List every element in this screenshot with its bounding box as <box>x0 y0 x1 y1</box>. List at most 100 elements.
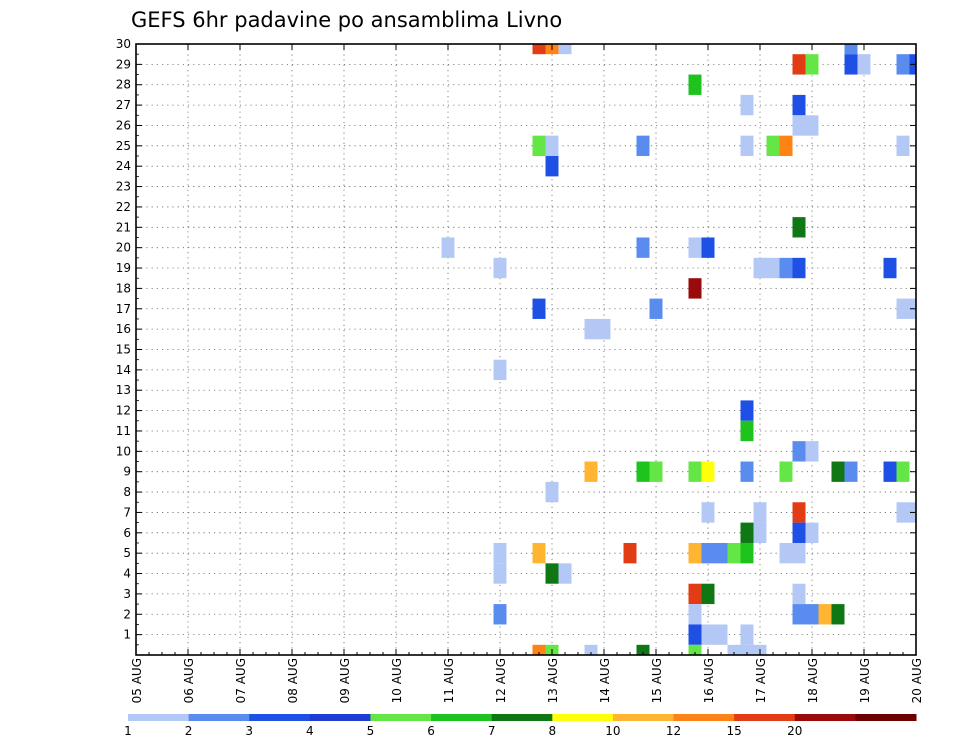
cell-28-5 <box>493 542 507 564</box>
cell-36-16 <box>597 318 611 340</box>
y-tick-label-1: 1 <box>123 628 131 642</box>
legend-swatch-0 <box>128 714 190 721</box>
cell-51-3 <box>792 583 806 605</box>
y-tick-label-9: 9 <box>123 465 131 479</box>
y-tick-label-18: 18 <box>116 281 131 295</box>
cell-35-9 <box>584 461 598 482</box>
y-tick-label-15: 15 <box>116 343 131 357</box>
y-tick-label-16: 16 <box>116 322 131 336</box>
cell-28-2 <box>493 604 507 625</box>
cell-47-5 <box>740 542 754 564</box>
legend-swatch-4 <box>370 714 432 721</box>
y-tick-label-20: 20 <box>116 241 131 255</box>
cell-59-25 <box>896 135 910 157</box>
cell-32-25 <box>545 135 559 157</box>
cell-43-3 <box>688 583 702 605</box>
cell-47-25 <box>740 135 754 157</box>
cell-52-29 <box>805 54 819 75</box>
cell-43-18 <box>688 278 702 299</box>
legend-swatch-9 <box>673 714 735 721</box>
cell-59-9 <box>896 461 910 482</box>
legend-label-4: 4 <box>306 724 314 738</box>
y-tick-label-6: 6 <box>123 526 131 540</box>
cell-32-4 <box>545 563 559 584</box>
legend-label-3: 3 <box>245 724 253 738</box>
y-tick-label-8: 8 <box>123 485 131 499</box>
cell-35-0 <box>584 644 598 655</box>
cell-59-7 <box>896 502 910 523</box>
cell-50-5 <box>779 542 793 564</box>
data-cells <box>441 44 916 655</box>
cell-49-25 <box>766 135 780 157</box>
x-tick-label-15: 20 AUG <box>910 658 924 703</box>
cell-44-20 <box>701 237 715 258</box>
x-tick-label-5: 10 AUG <box>390 658 404 703</box>
cell-32-8 <box>545 481 559 503</box>
y-tick-label-29: 29 <box>116 57 131 71</box>
x-tick-label-1: 06 AUG <box>182 658 196 703</box>
x-tick-label-8: 13 AUG <box>546 658 560 703</box>
x-tick-label-6: 11 AUG <box>442 658 456 703</box>
cell-33-4 <box>558 563 572 584</box>
x-tick-label-4: 09 AUG <box>338 658 352 703</box>
cell-51-21 <box>792 217 806 238</box>
cell-50-25 <box>779 135 793 157</box>
chart-title: GEFS 6hr padavine po ansamblima Livno <box>131 8 562 32</box>
cell-33-30 <box>558 44 572 55</box>
cell-53-2 <box>818 604 832 625</box>
cell-24-20 <box>441 237 455 258</box>
legend-swatch-8 <box>612 714 675 721</box>
cell-43-9 <box>688 461 702 482</box>
cell-43-20 <box>688 237 702 258</box>
cell-48-6 <box>753 522 767 543</box>
y-tick-label-2: 2 <box>123 607 131 621</box>
cell-39-9 <box>636 461 650 482</box>
cell-52-26 <box>805 115 819 136</box>
legend-swatch-12 <box>855 714 917 721</box>
cell-51-27 <box>792 94 806 116</box>
legend-swatch-11 <box>794 714 856 721</box>
cell-51-5 <box>792 542 806 564</box>
cell-46-0 <box>727 644 741 655</box>
cell-54-2 <box>831 604 845 625</box>
color-legend: 1 2 3 4 5 6 7 8 10 12 15 20 <box>124 714 917 738</box>
y-tick-label-3: 3 <box>123 587 131 601</box>
y-tick-label-26: 26 <box>116 118 131 132</box>
x-tick-label-0: 05 AUG <box>130 658 144 703</box>
cell-55-29 <box>844 54 858 75</box>
cell-31-30 <box>532 44 546 55</box>
cell-51-29 <box>792 54 806 75</box>
cell-59-17 <box>896 298 910 319</box>
cell-56-29 <box>857 54 871 75</box>
y-tick-label-27: 27 <box>116 98 131 112</box>
legend-swatch-2 <box>249 714 311 721</box>
y-tick-label-24: 24 <box>116 159 131 173</box>
y-axis: 1234567891011121314151617181920212223242… <box>116 37 916 646</box>
cell-47-27 <box>740 94 754 116</box>
legend-swatch-5 <box>431 714 493 721</box>
cell-51-7 <box>792 502 806 523</box>
y-tick-label-25: 25 <box>116 139 131 153</box>
cell-32-24 <box>545 156 559 177</box>
x-axis: 05 AUG 06 AUG 07 AUG 08 AUG 09 AUG 10 AUG 11 A… <box>130 44 924 703</box>
y-tick-label-28: 28 <box>116 78 131 92</box>
y-tick-label-14: 14 <box>116 363 131 377</box>
cell-47-12 <box>740 400 754 421</box>
cell-47-9 <box>740 461 754 482</box>
cell-48-19 <box>753 257 767 279</box>
cell-55-9 <box>844 461 858 482</box>
cell-49-19 <box>766 257 780 279</box>
cell-39-20 <box>636 237 650 258</box>
cell-51-19 <box>792 257 806 279</box>
legend-label-20: 20 <box>787 724 802 738</box>
y-tick-label-10: 10 <box>116 444 131 458</box>
cell-44-3 <box>701 583 715 605</box>
cell-28-19 <box>493 257 507 279</box>
cell-47-6 <box>740 522 754 543</box>
legend-label-10: 10 <box>605 724 620 738</box>
cell-31-5 <box>532 542 546 564</box>
x-tick-label-13: 18 AUG <box>806 658 820 703</box>
y-tick-label-11: 11 <box>116 424 131 438</box>
y-tick-label-5: 5 <box>123 546 131 560</box>
